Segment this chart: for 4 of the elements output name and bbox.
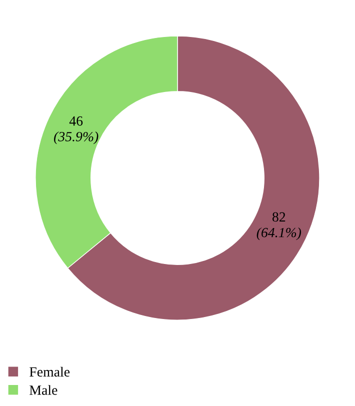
legend-label: Female: [30, 366, 70, 377]
data-label: 82 (64.1%): [256, 212, 302, 240]
data-label: 46 (35.9%): [54, 116, 98, 144]
legend-label: Male: [30, 385, 58, 395]
